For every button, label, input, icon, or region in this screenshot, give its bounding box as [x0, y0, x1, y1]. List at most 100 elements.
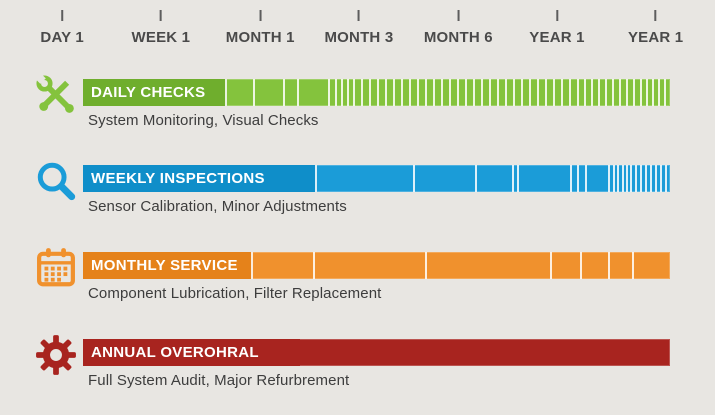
bar-segment-divider — [617, 165, 620, 192]
gear-icon — [33, 332, 79, 378]
bar-segment-divider — [645, 79, 648, 106]
bar-segment-divider — [253, 79, 256, 106]
axis-tick: MONTH 6 — [424, 10, 493, 46]
bar-segment-divider — [368, 79, 371, 106]
bar-segment-divider — [536, 79, 539, 106]
annual-overhaul-label: ANNUAL OVEROHRAL — [83, 339, 301, 366]
axis-tick: YEAR 1 — [529, 10, 584, 46]
bar-segment-divider — [597, 79, 600, 106]
bar-segment-divider — [341, 79, 344, 106]
bar-segment-divider — [607, 165, 610, 192]
bar-segment-divider — [412, 165, 415, 192]
axis-tick: MONTH 3 — [324, 10, 393, 46]
bar-segment-divider — [544, 79, 547, 106]
bar-segment-divider — [384, 79, 387, 106]
bar-segment-divider — [640, 165, 643, 192]
daily-checks-subtitle: System Monitoring, Visual Checks — [88, 112, 319, 129]
bar-segment-divider — [516, 165, 519, 192]
tools-icon — [33, 72, 79, 118]
bar-segment-divider — [583, 79, 586, 106]
daily-checks-segments — [83, 79, 670, 106]
bar-segment-divider — [590, 79, 593, 106]
axis-tick-label: YEAR 1 — [627, 29, 684, 46]
bar-segment-divider — [553, 79, 556, 106]
bar-segment-divider — [480, 79, 483, 106]
daily-checks-bar: DAILY CHECKS — [83, 79, 670, 106]
bar-segment-divider — [441, 79, 444, 106]
bar-title: MONTHLY SERVICE — [91, 257, 238, 274]
bar-segment-divider — [513, 79, 516, 106]
bar-segment-divider — [283, 79, 286, 106]
row-weekly-inspections: WEEKLY INSPECTIONS Sensor Calibration, M… — [0, 162, 715, 247]
bar-segment-divider — [353, 79, 356, 106]
bar-segment-divider — [448, 79, 451, 106]
bar-segment-divider — [625, 79, 628, 106]
bar-segment-divider — [465, 79, 468, 106]
bar-segment-divider — [550, 252, 553, 279]
bar-segment-divider — [577, 165, 580, 192]
axis-tick-mark — [159, 10, 162, 21]
bar-segment-divider — [313, 252, 316, 279]
axis-tick-mark — [259, 10, 262, 21]
bar-segment-divider — [334, 79, 337, 106]
bar-segment-divider — [644, 165, 647, 192]
row-daily-checks: DAILY CHECKS System Monitoring, Visual C… — [0, 72, 715, 161]
bar-segment-divider — [651, 79, 654, 106]
bar-segment-divider — [529, 79, 532, 106]
bar-segment-divider — [432, 79, 435, 106]
bar-segment-divider — [604, 79, 607, 106]
row-annual-overhaul: ANNUAL OVEROHRAL Full System Audit, Majo… — [0, 335, 715, 415]
bar-segment-divider — [361, 79, 364, 106]
axis-tick-label: DAY 1 — [40, 29, 84, 46]
bar-segment-divider — [408, 79, 411, 106]
bar-segment-divider — [613, 165, 616, 192]
daily-checks-label: DAILY CHECKS — [83, 79, 227, 106]
bar-segment-divider — [631, 252, 634, 279]
weekly-inspections-subtitle: Sensor Calibration, Minor Adjustments — [88, 198, 347, 215]
calendar-icon — [33, 245, 79, 291]
bar-segment-divider — [472, 79, 475, 106]
bar-segment-divider — [425, 252, 428, 279]
bar-segment-divider — [607, 252, 610, 279]
bar-segment-divider — [640, 79, 643, 106]
bar-segment-divider — [660, 165, 663, 192]
bar-title: ANNUAL OVEROHRAL — [91, 344, 259, 361]
bar-segment-divider — [570, 165, 573, 192]
bar-segment-divider — [664, 79, 667, 106]
weekly-inspections-bar: WEEKLY INSPECTIONS — [83, 165, 670, 192]
bar-segment-divider — [377, 79, 380, 106]
monthly-service-subtitle: Component Lubrication, Filter Replacemen… — [88, 285, 382, 302]
bar-segment-divider — [327, 79, 330, 106]
bar-segment-divider — [401, 79, 404, 106]
axis-tick-mark — [357, 10, 360, 21]
bar-segment-divider — [520, 79, 523, 106]
bar-segment-divider — [392, 79, 395, 106]
axis-tick-mark — [457, 10, 460, 21]
bar-segment-divider — [650, 165, 653, 192]
bar-segment-divider — [505, 79, 508, 106]
axis-tick-mark — [654, 10, 657, 21]
bar-segment-divider — [633, 79, 636, 106]
bar-segment-divider — [475, 165, 478, 192]
bar-title: WEEKLY INSPECTIONS — [91, 170, 265, 187]
bar-segment-divider — [560, 79, 563, 106]
axis-tick: MONTH 1 — [226, 10, 295, 46]
axis-tick-label: YEAR 1 — [529, 29, 585, 46]
axis-tick-mark — [555, 10, 558, 21]
bar-segment-divider — [489, 79, 492, 106]
bar-segment-divider — [634, 165, 637, 192]
weekly-inspections-segments — [83, 165, 670, 192]
bar-segment-divider — [347, 79, 350, 106]
axis-tick: YEAR 1 — [628, 10, 683, 46]
axis-tick-label: MONTH 3 — [324, 29, 394, 46]
weekly-inspections-label: WEEKLY INSPECTIONS — [83, 165, 318, 192]
timeline-axis: DAY 1 WEEK 1 MONTH 1 MONTH 3 MONTH 6 YEAR 1 YE… — [0, 0, 715, 55]
bar-segment-divider — [512, 165, 515, 192]
bar-segment-divider — [456, 79, 459, 106]
annual-overhaul-bar: ANNUAL OVEROHRAL — [83, 339, 670, 366]
bar-title: DAILY CHECKS — [91, 84, 206, 101]
monthly-service-label: MONTHLY SERVICE — [83, 252, 254, 279]
bar-segment-divider — [618, 79, 621, 106]
axis-tick-label: WEEK 1 — [131, 29, 191, 46]
